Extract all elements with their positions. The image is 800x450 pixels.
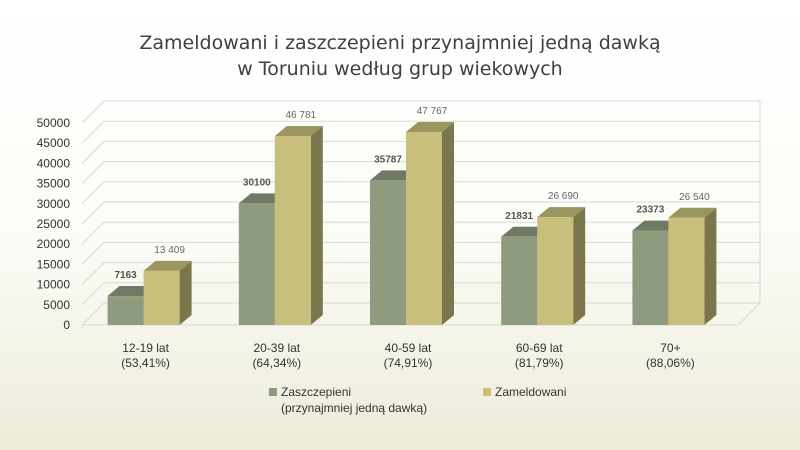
chart-title-line-1: Zameldowani i zaszczepieni przynajmniej … xyxy=(139,32,661,54)
category-label: 70+ xyxy=(660,341,680,355)
legend-swatch-zameldowani xyxy=(483,388,491,396)
gridline-depth xyxy=(81,201,105,225)
data-label-zaszczepieni: 21831 xyxy=(505,211,533,222)
bar-side-zameldowani xyxy=(179,260,192,325)
data-label-zameldowani: 46 781 xyxy=(286,110,317,121)
chart-title-line-2: w Toruniu według grup wiekowych xyxy=(237,58,563,80)
bar-zaszczepieni xyxy=(632,230,669,325)
category-label: 40-59 lat xyxy=(385,341,432,355)
data-label-zameldowani: 26 540 xyxy=(679,192,710,203)
gridline-depth xyxy=(81,221,105,245)
bar-zaszczepieni xyxy=(238,203,275,325)
category-label: (64,34%) xyxy=(252,356,301,370)
bar-zaszczepieni xyxy=(107,296,144,325)
category-label: 60-69 lat xyxy=(516,341,563,355)
gridline-depth xyxy=(81,302,105,326)
y-tick-label: 20000 xyxy=(37,237,71,251)
bar-zameldowani xyxy=(143,270,180,325)
bar-top-zameldowani xyxy=(274,126,323,137)
category-label: (88,06%) xyxy=(646,356,695,370)
data-label-zaszczepieni: 7163 xyxy=(114,270,137,281)
y-tick-label: 35000 xyxy=(37,177,71,191)
bar-side-zameldowani xyxy=(310,126,323,325)
bar-top-zameldowani xyxy=(406,122,454,133)
y-tick-label: 50000 xyxy=(37,116,71,130)
y-tick-label: 30000 xyxy=(37,197,71,211)
bar-side-zameldowani xyxy=(573,207,586,325)
gridline-depth xyxy=(81,141,105,164)
y-tick-label: 45000 xyxy=(37,136,71,150)
gridline-depth xyxy=(81,161,105,184)
legend-label-zaszczepieni-line-1: Zaszczepieni xyxy=(281,385,352,399)
data-label-zameldowani: 47 767 xyxy=(417,106,448,117)
legend-item-zaszczepieni: Zaszczepieni (przynajmniej jedną dawką) xyxy=(269,384,428,416)
category-label: (81,79%) xyxy=(515,356,564,370)
y-tick-label: 10000 xyxy=(37,278,71,292)
y-tick-label: 40000 xyxy=(37,156,71,170)
bar-zaszczepieni xyxy=(370,180,406,325)
data-label-zameldowani: 26 690 xyxy=(548,191,579,202)
gridline-depth xyxy=(81,282,105,306)
gridline-depth xyxy=(81,262,105,285)
y-tick-label: 5000 xyxy=(43,298,70,312)
gridline-depth xyxy=(81,120,105,144)
bar-zameldowani xyxy=(668,217,705,325)
bar-zameldowani xyxy=(274,136,311,325)
bar-top-zameldowani xyxy=(537,207,586,218)
gridline-depth xyxy=(81,242,105,265)
y-tick-label: 15000 xyxy=(37,257,71,271)
legend-swatch-zaszczepieni xyxy=(269,388,277,396)
bar-top-zameldowani xyxy=(143,260,192,271)
category-label: (74,91%) xyxy=(384,356,433,370)
category-label: (53,41%) xyxy=(121,356,170,370)
category-label: 20-39 lat xyxy=(253,341,300,355)
bar-zameldowani xyxy=(406,132,442,325)
floor-right-edge xyxy=(737,302,761,326)
y-tick-label: 25000 xyxy=(37,217,71,231)
bar-side-zameldowani xyxy=(704,207,717,325)
y-tick-label: 0 xyxy=(63,318,70,332)
bar-zaszczepieni xyxy=(501,236,538,325)
gridline-depth xyxy=(81,181,105,205)
chart-title: Zameldowani i zaszczepieni przynajmniej … xyxy=(0,30,800,82)
bar-zameldowani xyxy=(537,217,574,325)
legend-label-zaszczepieni-line-2: (przynajmniej jedną dawką) xyxy=(281,401,428,415)
data-label-zaszczepieni: 30100 xyxy=(243,177,271,188)
gridline-depth xyxy=(81,100,105,124)
bar-side-zameldowani xyxy=(442,122,454,325)
data-label-zameldowani: 13 409 xyxy=(154,245,185,256)
data-label-zaszczepieni: 35787 xyxy=(374,154,402,165)
legend-item-zameldowani: Zameldowani xyxy=(483,384,567,400)
data-label-zaszczepieni: 23373 xyxy=(636,205,664,216)
bar-top-zameldowani xyxy=(668,207,717,218)
legend-label-zameldowani: Zameldowani xyxy=(495,385,567,399)
category-label: 12-19 lat xyxy=(122,341,169,355)
